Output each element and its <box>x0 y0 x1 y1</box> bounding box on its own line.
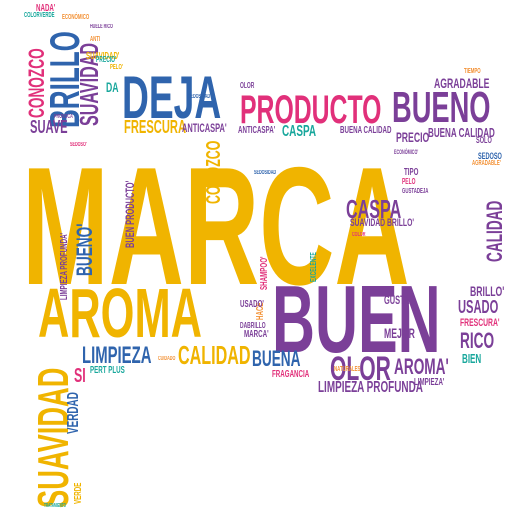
word: MARCA' <box>244 329 269 340</box>
word: AGRADABLE' <box>472 160 501 167</box>
word: MEJOR <box>384 325 415 341</box>
word: AROMA <box>38 274 202 352</box>
word: ECONÓMICO' <box>394 150 419 156</box>
word: SEDOSO <box>478 151 502 161</box>
word: SUAVE <box>30 117 68 137</box>
word: PRECIO <box>396 129 430 145</box>
word: PRODUCTO <box>240 88 382 132</box>
word: LIMPIEZA <box>82 342 152 369</box>
word: SHAMPOO' <box>259 256 270 290</box>
word: SOLO <box>476 135 492 145</box>
word: CASPA <box>282 123 316 140</box>
word: OLOR <box>330 350 391 388</box>
word: NADA' <box>36 3 56 14</box>
word: ANTI <box>90 36 101 43</box>
word: LIMPIEZA PROFUNDA' <box>59 232 70 300</box>
word: SEDOSIDAD <box>254 170 277 176</box>
word: BUENA CALIDAD <box>428 125 495 140</box>
word: RICO <box>460 328 495 353</box>
word: OLOR <box>240 81 255 90</box>
word: BRILLO' <box>470 283 505 299</box>
word: GUSTADEJA <box>402 188 429 195</box>
word: EXCELENTE <box>309 252 318 282</box>
word: NATURALES <box>334 366 361 373</box>
word: PROVOCA <box>54 114 73 120</box>
word: LIMPIEZA' <box>414 377 445 388</box>
word: CONOZCO <box>24 48 49 118</box>
word: BUEN PRODUCTO' <box>123 180 137 248</box>
word: BIEN <box>462 351 482 366</box>
word: BUENA <box>252 346 301 371</box>
word: PERT PLUS <box>90 365 125 376</box>
word: MARCA <box>22 132 410 320</box>
word: SEDOSO' <box>70 142 87 148</box>
word: SI <box>74 365 86 387</box>
word: PELO <box>402 177 416 186</box>
word: ECONÓMICO <box>62 14 90 21</box>
word: PELO' <box>110 64 123 71</box>
word: CALIDAD <box>178 340 251 370</box>
word: TRATAMIENTO <box>44 503 67 509</box>
word: CONOZCO <box>203 140 225 204</box>
word: PRECIO' <box>96 55 117 64</box>
word: COLOR <box>352 232 366 238</box>
word: LIMPIEZA PROFUNDA <box>318 379 423 396</box>
word: ANTICASPA' <box>182 121 227 135</box>
word: SUAVIDAD BRILLO' <box>350 217 415 229</box>
word: FRESCURA' <box>460 317 500 329</box>
word: COLORVERDE <box>24 12 55 19</box>
word: SUAVIDAD <box>29 367 78 508</box>
word: DEJA <box>122 64 222 131</box>
word: CUIDADO <box>158 356 176 362</box>
word: CASPA <box>346 194 402 224</box>
word: AGRADABLE <box>434 75 490 91</box>
word: BUENA CALIDAD <box>340 125 392 136</box>
word: BUENO <box>392 83 491 132</box>
word: DABRILLO <box>240 321 266 330</box>
word: USADO' <box>240 299 264 310</box>
word: USADO <box>458 297 499 317</box>
word: BUENO' <box>72 223 97 276</box>
word: VERDE <box>73 482 84 504</box>
word: VERDAD <box>65 392 82 434</box>
word: FRESCURA <box>124 117 187 137</box>
word: CALIDAD <box>482 200 507 262</box>
word: BUEN <box>272 266 441 373</box>
word: TIPO <box>404 167 419 178</box>
word: AROMA' <box>394 354 449 379</box>
word: SEDOSIDAD <box>188 94 211 100</box>
word: TIEMPO <box>464 68 481 75</box>
word: SUAVIDAD' <box>86 51 120 62</box>
word: ANTICASPA' <box>238 125 276 136</box>
word: DA <box>106 79 119 95</box>
word: HUELE RICO <box>90 24 113 30</box>
word: GUSTA <box>384 293 410 307</box>
word: FRAGANCIA <box>272 369 310 380</box>
